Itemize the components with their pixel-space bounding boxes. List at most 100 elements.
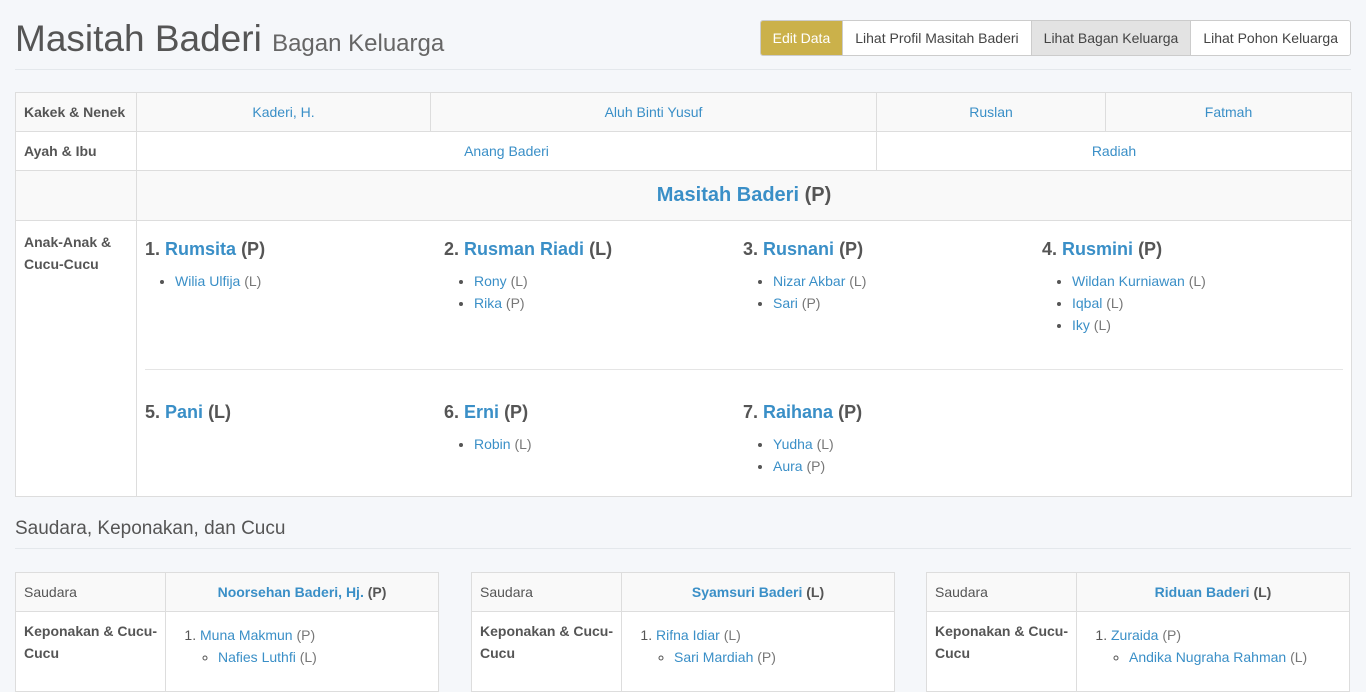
sibling-gender: (P) [367,584,387,600]
sibling-label: Saudara [471,572,622,612]
nephew-link[interactable]: Muna Makmun [200,627,293,643]
sibling-panel: Saudara Syamsuri Baderi (L) Keponakan & … [471,572,895,692]
grandparents-label: Kakek & Nenek [15,92,137,132]
child-heading: 4. Rusmini (P) [1042,239,1332,260]
grandchild-item: Rony (L) [474,270,734,292]
nephew-child-item: Andika Nugraha Rahman (L) [1129,646,1339,668]
nephew-child-gender: (L) [1290,649,1308,665]
action-button-group: Edit Data Lihat Profil Masitah Baderi Li… [759,20,1351,56]
nephew-child-item: Sari Mardiah (P) [674,646,884,668]
divider [15,548,1351,549]
view-family-tree-button[interactable]: Lihat Pohon Keluarga [1190,21,1350,55]
sibling-link[interactable]: Riduan Baderi [1154,584,1250,600]
grandchild-item: Wilia Ulfija (L) [175,270,435,292]
view-profile-button[interactable]: Lihat Profil Masitah Baderi [842,21,1031,55]
nephew-child-gender: (L) [299,649,317,665]
page-title: Masitah Baderi Bagan Keluarga [15,18,444,60]
grandchild-gender: (P) [505,295,525,311]
child-link[interactable]: Pani [165,402,204,422]
grandchildren-list: Nizar Akbar (L)Sari (P) [743,270,1033,314]
child-link[interactable]: Erni [464,402,500,422]
grandchild-gender: (L) [816,436,834,452]
divider [15,69,1351,70]
grandchild-item: Wildan Kurniawan (L) [1072,270,1332,292]
grandchildren-list: Wildan Kurniawan (L)Iqbal (L)Iky (L) [1042,270,1332,336]
grandchild-link[interactable]: Iqbal [1072,295,1103,311]
children-row-divider [145,369,1343,370]
edit-data-button[interactable]: Edit Data [760,21,843,55]
child-gender: (L) [208,402,232,422]
self-link[interactable]: Masitah Baderi [656,184,800,206]
nephew-item: Muna Makmun (P)Nafies Luthfi (L) [200,624,428,668]
grandchild-gender: (L) [1093,317,1111,333]
view-family-chart-button[interactable]: Lihat Bagan Keluarga [1030,21,1191,55]
grandchild-link[interactable]: Rony [474,273,507,289]
grandparent-link[interactable]: Aluh Binti Yusuf [604,104,703,120]
grandchild-link[interactable]: Robin [474,436,511,452]
sibling-label: Saudara [15,572,166,612]
sibling-gender: (L) [806,584,825,600]
grandchild-link[interactable]: Wildan Kurniawan [1072,273,1185,289]
child-entry: 1. Rumsita (P) Wilia Ulfija (L) [145,239,435,292]
child-link[interactable]: Raihana [763,402,834,422]
child-heading: 6. Erni (P) [444,402,734,423]
nephew-gender: (P) [296,627,316,643]
father-link[interactable]: Anang Baderi [464,143,549,159]
grandchild-item: Sari (P) [773,292,1033,314]
nephew-child-link[interactable]: Nafies Luthfi [218,649,296,665]
sibling-link[interactable]: Syamsuri Baderi [691,584,803,600]
grandparent-link[interactable]: Ruslan [969,104,1013,120]
child-gender: (P) [839,239,864,259]
children-cell: 1. Rumsita (P)Wilia Ulfija (L)2. Rusman … [136,220,1352,497]
mother-link[interactable]: Radiah [1091,143,1137,159]
grandchild-link[interactable]: Aura [773,458,803,474]
nephew-child-link[interactable]: Andika Nugraha Rahman [1129,649,1287,665]
child-heading: 5. Pani (L) [145,402,435,423]
child-number: 1. [145,239,161,259]
child-heading: 1. Rumsita (P) [145,239,435,260]
child-entry: 3. Rusnani (P)Nizar Akbar (L)Sari (P) [743,239,1033,314]
grandparent-link[interactable]: Kaderi, H. [252,104,315,120]
child-gender: (P) [504,402,529,422]
grandchild-link[interactable]: Yudha [773,436,813,452]
nephew-item: Rifna Idiar (L) Sari Mardiah (P) [656,624,884,668]
grandchild-gender: (P) [806,458,826,474]
nephew-child-gender: (P) [757,649,776,665]
grandchild-item: Nizar Akbar (L) [773,270,1033,292]
child-link[interactable]: Rusman Riadi [464,239,585,259]
child-number: 5. [145,402,161,422]
grandchild-gender: (L) [1188,273,1206,289]
parents-label: Ayah & Ibu [15,131,137,171]
grandchild-link[interactable]: Rika [474,295,503,311]
child-entry: 6. Erni (P) Robin (L) [444,402,734,455]
child-link[interactable]: Rusmini [1062,239,1134,259]
sibling-label: Saudara [926,572,1077,612]
nephew-link[interactable]: Rifna Idiar [656,627,720,643]
child-gender: (P) [241,239,266,259]
child-heading: 3. Rusnani (P) [743,239,1033,260]
grandchild-gender: (P) [801,295,821,311]
sibling-gender: (L) [1253,584,1272,600]
nephew-child-link[interactable]: Sari Mardiah [674,649,754,665]
child-link[interactable]: Rumsita [165,239,237,259]
nephew-link[interactable]: Zuraida [1111,627,1159,643]
grandchild-link[interactable]: Wilia Ulfija [175,273,241,289]
nephew-gender: (L) [723,627,741,643]
grandchild-item: Rika (P) [474,292,734,314]
sibling-link[interactable]: Noorsehan Baderi, Hj. [217,584,364,600]
grandchild-link[interactable]: Sari [773,295,798,311]
nephew-label: Keponakan & Cucu-Cucu [15,611,166,692]
grandchild-item: Iqbal (L) [1072,292,1332,314]
child-entry: 5. Pani (L) [145,402,435,433]
child-link[interactable]: Rusnani [763,239,835,259]
grandchild-item: Aura (P) [773,455,1033,477]
child-entry: 2. Rusman Riadi (L)Rony (L)Rika (P) [444,239,734,314]
nephew-list: Zuraida (P) Andika Nugraha Rahman (L) [1087,624,1339,668]
grandchild-gender: (L) [514,436,532,452]
sibling-panel: Saudara Riduan Baderi (L) Keponakan & Cu… [926,572,1350,692]
grandchild-link[interactable]: Nizar Akbar [773,273,846,289]
grandchild-link[interactable]: Iky [1072,317,1090,333]
child-gender: (P) [1138,239,1163,259]
child-gender: (L) [589,239,613,259]
grandparent-link[interactable]: Fatmah [1204,104,1253,120]
